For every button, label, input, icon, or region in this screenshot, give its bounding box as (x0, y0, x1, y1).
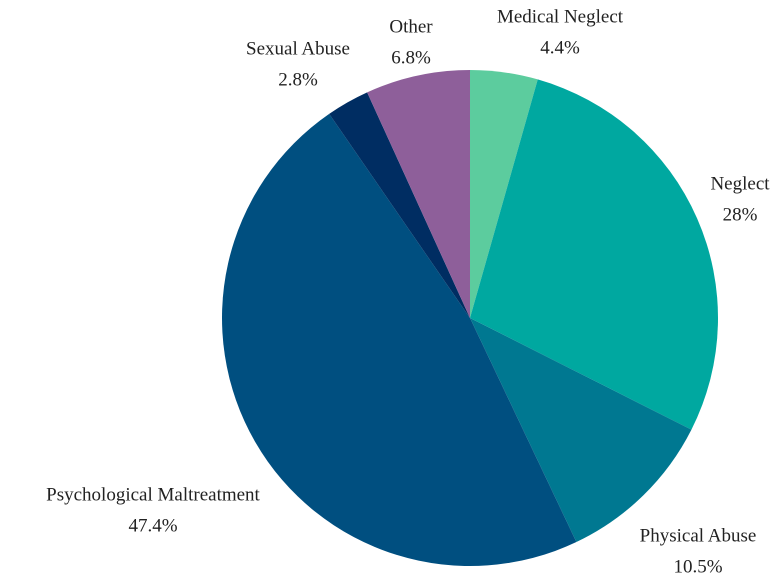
pie-slice (470, 70, 538, 318)
pie-slice (222, 113, 577, 566)
slice-label: Psychological Maltreatment (46, 484, 260, 505)
slice-value-label: 6.8% (391, 47, 431, 68)
slice-value-label: 28% (723, 204, 758, 225)
slice-label: Sexual Abuse (246, 38, 350, 59)
slice-label: Physical Abuse (640, 525, 757, 546)
pie-slice (329, 92, 470, 318)
pie-slice (470, 79, 718, 430)
pie-slice (470, 318, 692, 543)
slice-value-label: 2.8% (278, 69, 318, 90)
slice-label: Neglect (710, 173, 770, 194)
slice-label: Other (389, 16, 433, 37)
slice-value-label: 4.4% (540, 37, 580, 58)
slice-value-label: 10.5% (673, 556, 722, 577)
slice-label: Medical Neglect (497, 6, 624, 27)
slice-value-label: 47.4% (128, 515, 177, 536)
pie-slice (367, 70, 470, 318)
